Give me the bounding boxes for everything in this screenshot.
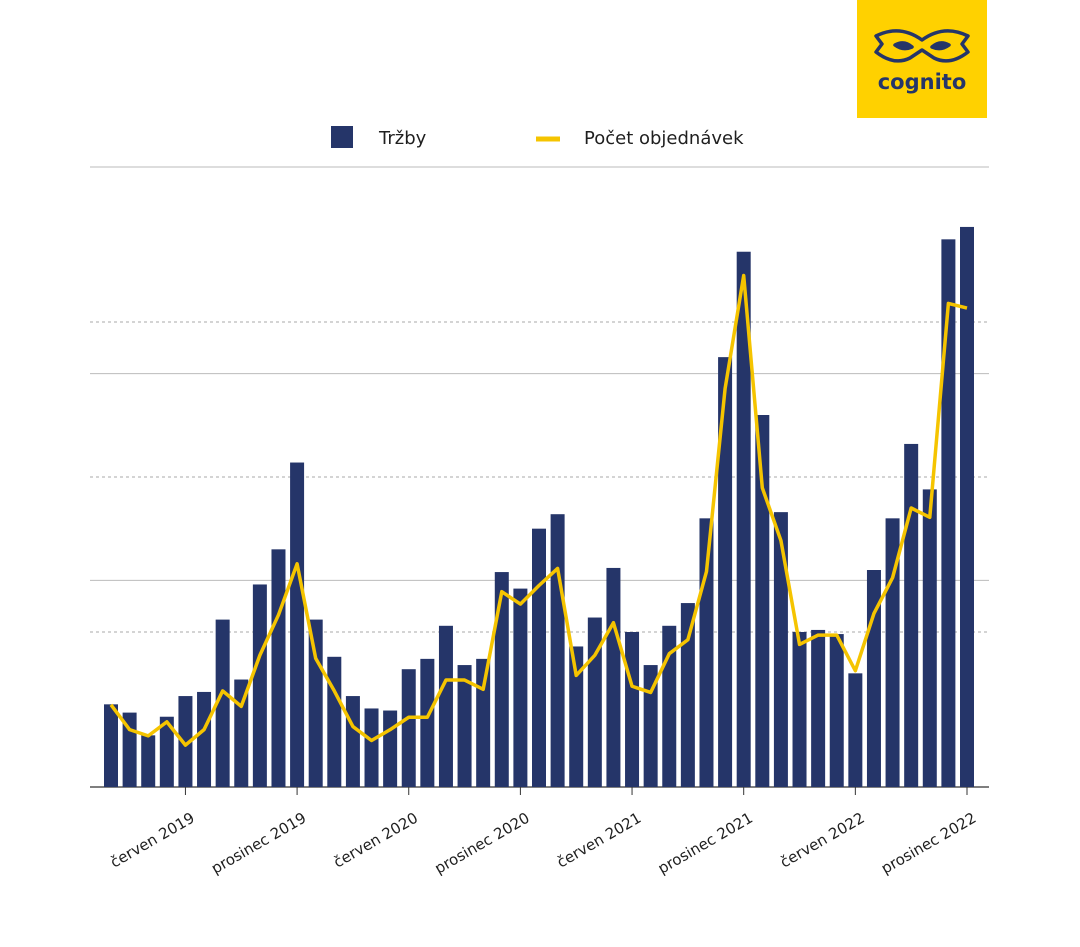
bar xyxy=(513,588,528,787)
legend-swatch xyxy=(331,126,353,148)
legend-label: Tržby xyxy=(378,128,427,149)
x-tick-label: prosinec 2020 xyxy=(431,809,532,878)
x-tick-label: červen 2021 xyxy=(554,809,645,872)
bar xyxy=(494,572,509,787)
bar xyxy=(960,226,974,787)
x-tick-label: červen 2022 xyxy=(777,809,868,872)
bar xyxy=(662,625,677,787)
bar xyxy=(197,691,212,787)
bar xyxy=(941,239,956,788)
x-tick-label: červen 2019 xyxy=(107,809,198,872)
bar xyxy=(773,512,788,787)
x-tick-label: prosinec 2021 xyxy=(655,809,756,878)
bar xyxy=(792,632,807,787)
bar xyxy=(829,634,844,787)
bar xyxy=(252,584,267,787)
bar xyxy=(625,632,640,787)
bar xyxy=(550,514,565,787)
bar xyxy=(234,679,249,787)
bar xyxy=(327,656,342,787)
bar xyxy=(718,357,733,787)
bar xyxy=(401,669,416,787)
bar xyxy=(383,710,398,787)
bar xyxy=(104,704,118,787)
x-tick-label: prosinec 2019 xyxy=(208,809,309,878)
bar xyxy=(476,658,491,787)
bar xyxy=(904,443,919,787)
bar xyxy=(755,415,770,787)
bar xyxy=(680,603,695,787)
bar xyxy=(345,696,360,787)
logo-text: cognito xyxy=(878,70,967,94)
bar xyxy=(159,716,174,787)
x-tick-label: prosinec 2022 xyxy=(878,809,979,878)
bar xyxy=(420,658,435,787)
bar xyxy=(569,646,584,787)
bar xyxy=(215,619,230,787)
logo-box xyxy=(857,0,987,118)
bar xyxy=(922,489,937,787)
bar xyxy=(848,673,863,787)
bar xyxy=(643,665,658,787)
legend-label: Počet objednávek xyxy=(584,128,744,149)
bar xyxy=(532,528,546,787)
bar xyxy=(457,665,472,787)
x-tick-label: červen 2020 xyxy=(330,809,421,872)
bar xyxy=(271,549,286,787)
bar xyxy=(141,735,156,787)
bar xyxy=(308,619,323,787)
line xyxy=(109,273,968,747)
logo-mask xyxy=(874,29,970,63)
bar xyxy=(587,617,602,787)
bar xyxy=(364,708,379,787)
bar xyxy=(811,629,826,787)
bar xyxy=(178,696,193,787)
bar xyxy=(606,567,621,787)
bar xyxy=(438,625,453,787)
bar xyxy=(290,462,305,787)
bar xyxy=(736,251,751,787)
